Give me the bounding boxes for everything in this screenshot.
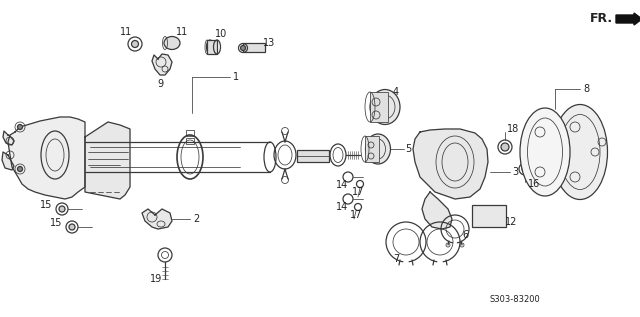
Polygon shape bbox=[152, 54, 172, 75]
Circle shape bbox=[69, 224, 75, 230]
Text: 6: 6 bbox=[462, 230, 468, 240]
Polygon shape bbox=[3, 131, 14, 145]
FancyArrow shape bbox=[616, 13, 640, 25]
Text: 16: 16 bbox=[528, 179, 540, 189]
Bar bbox=[297, 150, 329, 162]
Text: 17: 17 bbox=[352, 187, 364, 197]
Text: 3: 3 bbox=[512, 167, 518, 177]
Bar bbox=[207, 40, 217, 54]
Ellipse shape bbox=[164, 36, 180, 49]
Text: 11: 11 bbox=[176, 27, 188, 37]
Text: 7: 7 bbox=[393, 254, 399, 264]
Bar bbox=[370, 92, 388, 122]
Text: 9: 9 bbox=[157, 79, 163, 89]
Ellipse shape bbox=[520, 108, 570, 196]
Text: 13: 13 bbox=[263, 38, 275, 48]
Text: 5: 5 bbox=[405, 144, 412, 154]
Polygon shape bbox=[85, 122, 130, 199]
Text: 17: 17 bbox=[350, 210, 362, 220]
Text: 15: 15 bbox=[50, 218, 62, 228]
Text: 4: 4 bbox=[393, 87, 399, 97]
Ellipse shape bbox=[365, 134, 390, 164]
Ellipse shape bbox=[370, 89, 400, 125]
Text: 15: 15 bbox=[40, 200, 52, 210]
Text: 18: 18 bbox=[507, 124, 519, 134]
Circle shape bbox=[17, 125, 22, 130]
Text: 1: 1 bbox=[233, 72, 239, 82]
Polygon shape bbox=[2, 152, 14, 170]
Circle shape bbox=[59, 206, 65, 212]
Circle shape bbox=[522, 166, 528, 172]
Text: 11: 11 bbox=[120, 27, 132, 37]
Text: FR.: FR. bbox=[590, 12, 613, 25]
Ellipse shape bbox=[207, 40, 214, 54]
Polygon shape bbox=[422, 192, 452, 229]
Text: 10: 10 bbox=[215, 29, 227, 39]
Circle shape bbox=[131, 41, 138, 48]
Text: 14: 14 bbox=[336, 202, 348, 212]
Bar bbox=[472, 205, 506, 227]
Polygon shape bbox=[142, 209, 172, 229]
Bar bbox=[186, 138, 194, 144]
Circle shape bbox=[241, 46, 246, 50]
Bar bbox=[365, 136, 379, 162]
Bar bbox=[243, 43, 265, 52]
Circle shape bbox=[17, 166, 22, 171]
Polygon shape bbox=[413, 129, 488, 199]
Text: 19: 19 bbox=[150, 274, 163, 284]
Text: 12: 12 bbox=[505, 217, 517, 227]
Text: 8: 8 bbox=[583, 84, 589, 94]
Ellipse shape bbox=[552, 105, 607, 199]
Circle shape bbox=[501, 143, 509, 151]
Text: 2: 2 bbox=[193, 214, 199, 224]
Bar bbox=[186, 130, 194, 136]
Text: S303-83200: S303-83200 bbox=[490, 294, 541, 303]
Text: 14: 14 bbox=[336, 180, 348, 190]
Polygon shape bbox=[8, 117, 85, 199]
